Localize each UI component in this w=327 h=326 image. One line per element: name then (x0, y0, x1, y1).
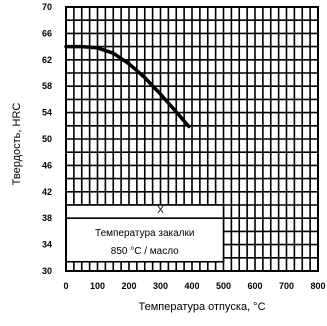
y-tick-label: 62 (42, 55, 52, 65)
hardness-curve (64, 44, 191, 129)
x-tick-label: 300 (153, 281, 168, 291)
y-tick-label: 30 (42, 266, 52, 276)
series-layer (64, 44, 191, 129)
y-tick-label: 34 (42, 240, 52, 250)
y-tick-label: 46 (42, 160, 52, 170)
annotation-quench-label: Температура закалки (95, 228, 194, 239)
x-tick-label: 600 (247, 281, 262, 291)
y-tick-label: 38 (42, 213, 52, 223)
annotation-box (65, 204, 225, 263)
y-tick-label: 58 (42, 81, 52, 91)
annotation-mark: X (157, 205, 164, 216)
x-tick-label: 0 (63, 281, 68, 291)
y-tick-label: 50 (42, 134, 52, 144)
x-tick-label: 700 (279, 281, 294, 291)
x-tick-labels: 0 100 200 300 400 500 600 700 800 (63, 281, 325, 291)
x-tick-label: 800 (310, 281, 325, 291)
x-tick-label: 500 (216, 281, 231, 291)
y-tick-label: 66 (42, 28, 52, 38)
y-tick-label: 42 (42, 187, 52, 197)
x-tick-label: 100 (90, 281, 105, 291)
plot-frame (65, 6, 319, 272)
y-tick-labels: 30 34 38 42 46 50 54 58 62 66 70 (42, 2, 52, 276)
x-tick-label: 200 (121, 281, 136, 291)
annotation-quench-value: 850 °C / масло (111, 246, 179, 257)
y-tick-label: 54 (42, 108, 52, 118)
x-tick-label: 400 (184, 281, 199, 291)
x-axis-label: Температура отпуска, °C (138, 301, 265, 313)
y-axis-label: Твердость, HRC (11, 103, 23, 186)
y-tick-label: 70 (42, 2, 52, 12)
